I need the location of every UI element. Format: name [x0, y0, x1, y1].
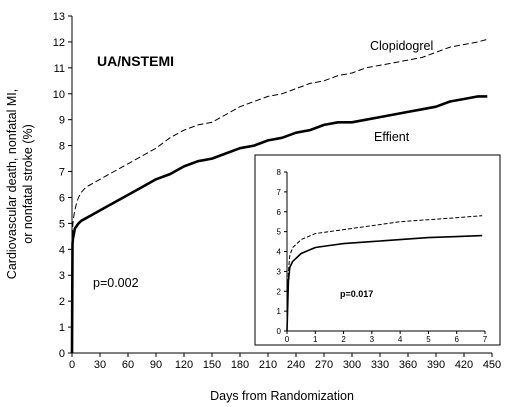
inset-ticks: 0 1 2 3 4 5 6 7 0 1 2 3 4 5 6 7 8 — [277, 168, 488, 344]
main-p-value: p=0.002 — [93, 276, 139, 290]
main-x-tick-label: 360 — [399, 359, 417, 371]
main-y-tick-label: 6 — [59, 192, 65, 204]
series-label-effient: Effient — [374, 130, 410, 144]
inset-y-tick-label: 8 — [277, 168, 282, 177]
main-x-tick-label: 240 — [287, 359, 305, 371]
main-x-tick-label: 180 — [231, 359, 249, 371]
main-y-tick-label: 7 — [59, 167, 65, 179]
main-series-line-dashed — [71, 38, 488, 354]
series-label-clopidogrel: Clopidogrel — [370, 39, 433, 53]
inset-x-tick-label: 5 — [426, 335, 431, 344]
main-y-tick-label: 0 — [59, 348, 65, 360]
inset-y-tick-label: 7 — [277, 188, 282, 197]
main-x-tick-label: 330 — [371, 359, 389, 371]
inset-x-tick-label: 1 — [313, 335, 318, 344]
inset-y-tick-label: 2 — [277, 287, 282, 296]
main-x-tick-label: 390 — [427, 359, 445, 371]
main-y-tick-label: 2 — [59, 296, 65, 308]
inset-y-tick-label: 6 — [277, 208, 282, 217]
main-y-tick-label: 1 — [59, 322, 65, 334]
inset-series-line-solid — [286, 234, 483, 332]
inset-y-tick-label: 3 — [277, 267, 282, 276]
chart-title: UA/NSTEMI — [97, 53, 174, 69]
main-y-tick-label: 10 — [53, 89, 65, 101]
main-y-tick-label: 3 — [59, 270, 65, 282]
main-x-tick-label: 60 — [122, 359, 134, 371]
main-x-tick-label: 300 — [343, 359, 361, 371]
y-axis-label-line1: Cardiovascular death, nonfatal MI, — [5, 89, 19, 279]
main-x-tick-label: 120 — [175, 359, 193, 371]
main-ticks: 0 30 60 90 120 150 180 210 240 270 300 330 360 390 420… — [53, 11, 501, 371]
main-series — [70, 38, 488, 354]
inset-x-tick-label: 3 — [370, 335, 375, 344]
main-y-tick-label: 13 — [53, 11, 65, 23]
inset-y-tick-label: 0 — [277, 327, 282, 336]
main-series-line-solid — [70, 95, 488, 354]
inset-x-tick-label: 0 — [285, 335, 290, 344]
main-y-tick-label: 4 — [59, 244, 65, 256]
x-axis-label: Days from Randomization — [210, 389, 354, 403]
main-x-tick-label: 90 — [150, 359, 162, 371]
inset-x-tick-label: 2 — [341, 335, 346, 344]
main-x-tick-label: 150 — [203, 359, 221, 371]
inset-x-tick-label: 4 — [398, 335, 403, 344]
inset-x-tick-label: 6 — [454, 335, 459, 344]
main-x-tick-label: 420 — [455, 359, 473, 371]
inset-y-tick-label: 5 — [277, 228, 282, 237]
main-y-tick-label: 5 — [59, 218, 65, 230]
inset-panel — [254, 154, 501, 346]
inset-x-tick-label: 7 — [483, 335, 488, 344]
main-x-tick-label: 450 — [483, 359, 501, 371]
inset-y-tick-label: 1 — [277, 307, 282, 316]
main-y-tick-label: 8 — [59, 141, 65, 153]
main-x-tick-label: 270 — [315, 359, 333, 371]
main-x-tick-label: 210 — [259, 359, 277, 371]
inset-p-value: p=0.017 — [340, 289, 373, 299]
inset-y-tick-label: 4 — [277, 248, 282, 257]
main-x-tick-label: 30 — [94, 359, 106, 371]
main-y-tick-label: 12 — [53, 37, 65, 49]
main-y-tick-label: 11 — [54, 63, 65, 75]
inset-series — [286, 215, 483, 332]
main-y-tick-label: 9 — [59, 115, 65, 127]
y-axis-label-line2: or nonfatal stroke (%) — [21, 124, 35, 244]
main-x-tick-label: 0 — [69, 359, 75, 371]
